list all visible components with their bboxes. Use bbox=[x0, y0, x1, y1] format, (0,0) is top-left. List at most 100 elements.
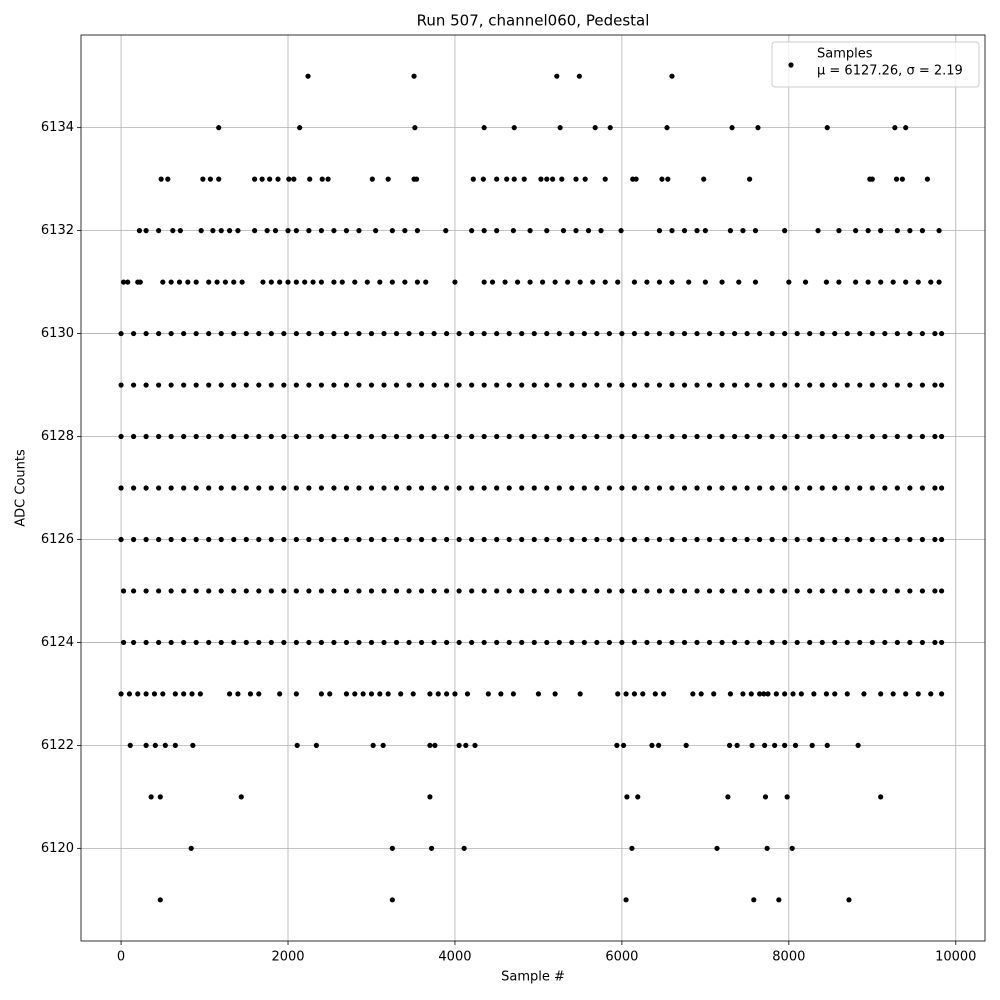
y-tick-label: 6126 bbox=[41, 532, 74, 547]
data-point bbox=[669, 330, 675, 337]
data-point bbox=[744, 382, 750, 388]
data-point bbox=[156, 588, 162, 594]
data-point bbox=[343, 330, 350, 337]
data-point bbox=[719, 536, 725, 543]
data-point bbox=[932, 330, 938, 337]
data-point bbox=[531, 639, 537, 646]
data-point bbox=[206, 382, 212, 388]
data-point bbox=[393, 433, 400, 440]
data-point bbox=[706, 382, 713, 388]
data-point bbox=[406, 536, 412, 543]
data-point bbox=[469, 485, 475, 491]
data-point bbox=[377, 691, 383, 697]
data-point bbox=[702, 279, 708, 285]
data-point bbox=[331, 588, 337, 594]
data-point bbox=[903, 691, 909, 697]
data-point bbox=[747, 176, 753, 182]
data-point bbox=[373, 228, 379, 234]
data-point bbox=[226, 228, 233, 234]
data-point bbox=[731, 330, 738, 337]
data-point bbox=[118, 691, 124, 697]
data-point bbox=[431, 330, 437, 337]
data-point bbox=[719, 279, 725, 285]
data-point bbox=[690, 691, 696, 697]
data-point bbox=[894, 639, 900, 646]
data-point bbox=[846, 897, 852, 903]
data-point bbox=[624, 794, 630, 800]
data-point bbox=[318, 536, 324, 543]
data-point bbox=[318, 485, 324, 491]
data-point bbox=[832, 588, 838, 594]
data-point bbox=[256, 382, 262, 388]
data-point bbox=[431, 639, 437, 646]
data-point bbox=[306, 228, 312, 234]
data-point bbox=[694, 382, 700, 388]
data-point bbox=[544, 228, 550, 234]
data-point bbox=[285, 279, 291, 285]
data-point bbox=[556, 588, 562, 594]
legend-marker bbox=[788, 62, 794, 68]
data-point bbox=[325, 176, 331, 182]
data-point bbox=[494, 536, 500, 543]
data-point bbox=[656, 228, 663, 234]
data-point bbox=[356, 588, 362, 594]
data-point bbox=[188, 845, 194, 851]
data-point bbox=[369, 176, 375, 182]
data-point bbox=[331, 485, 337, 491]
data-point bbox=[193, 279, 199, 285]
data-point bbox=[152, 742, 158, 748]
data-point bbox=[519, 588, 525, 594]
data-point bbox=[156, 639, 162, 646]
data-point bbox=[243, 536, 249, 543]
data-point bbox=[256, 588, 262, 594]
data-point bbox=[706, 588, 713, 594]
data-point bbox=[510, 691, 516, 697]
data-point bbox=[719, 485, 725, 491]
data-point bbox=[130, 485, 137, 491]
data-point bbox=[640, 691, 646, 697]
data-point bbox=[744, 330, 750, 337]
data-point bbox=[652, 691, 658, 697]
data-point bbox=[807, 330, 813, 337]
data-point bbox=[844, 382, 850, 388]
data-point bbox=[168, 330, 174, 337]
data-point bbox=[936, 279, 942, 285]
data-point bbox=[277, 279, 283, 285]
data-point bbox=[381, 639, 387, 646]
data-point bbox=[761, 691, 767, 697]
data-point bbox=[181, 639, 187, 646]
data-point bbox=[755, 125, 761, 131]
data-point bbox=[259, 176, 265, 182]
data-point bbox=[727, 228, 734, 234]
data-point bbox=[206, 588, 212, 594]
data-point bbox=[919, 330, 925, 337]
data-point bbox=[569, 382, 575, 388]
x-tick-label: 4000 bbox=[438, 950, 471, 965]
data-point bbox=[681, 330, 688, 337]
data-point bbox=[297, 125, 303, 131]
data-point bbox=[156, 536, 162, 543]
data-point bbox=[656, 742, 662, 748]
data-point bbox=[894, 433, 900, 440]
data-point bbox=[594, 382, 600, 388]
data-point bbox=[339, 279, 345, 285]
data-point bbox=[281, 639, 287, 646]
data-point bbox=[857, 639, 863, 646]
data-point bbox=[644, 639, 650, 646]
data-point bbox=[498, 691, 504, 697]
x-tick-label: 8000 bbox=[772, 950, 805, 965]
data-point bbox=[819, 536, 825, 543]
data-point bbox=[809, 742, 815, 748]
data-point bbox=[118, 330, 124, 337]
data-point bbox=[907, 588, 913, 594]
data-point bbox=[506, 536, 512, 543]
data-point bbox=[614, 742, 620, 748]
data-point bbox=[389, 228, 395, 234]
data-point bbox=[181, 330, 187, 337]
data-point bbox=[607, 125, 613, 131]
data-point bbox=[268, 639, 274, 646]
data-point bbox=[694, 588, 700, 594]
data-point bbox=[606, 382, 612, 388]
data-point bbox=[744, 433, 750, 440]
data-point bbox=[619, 485, 625, 491]
